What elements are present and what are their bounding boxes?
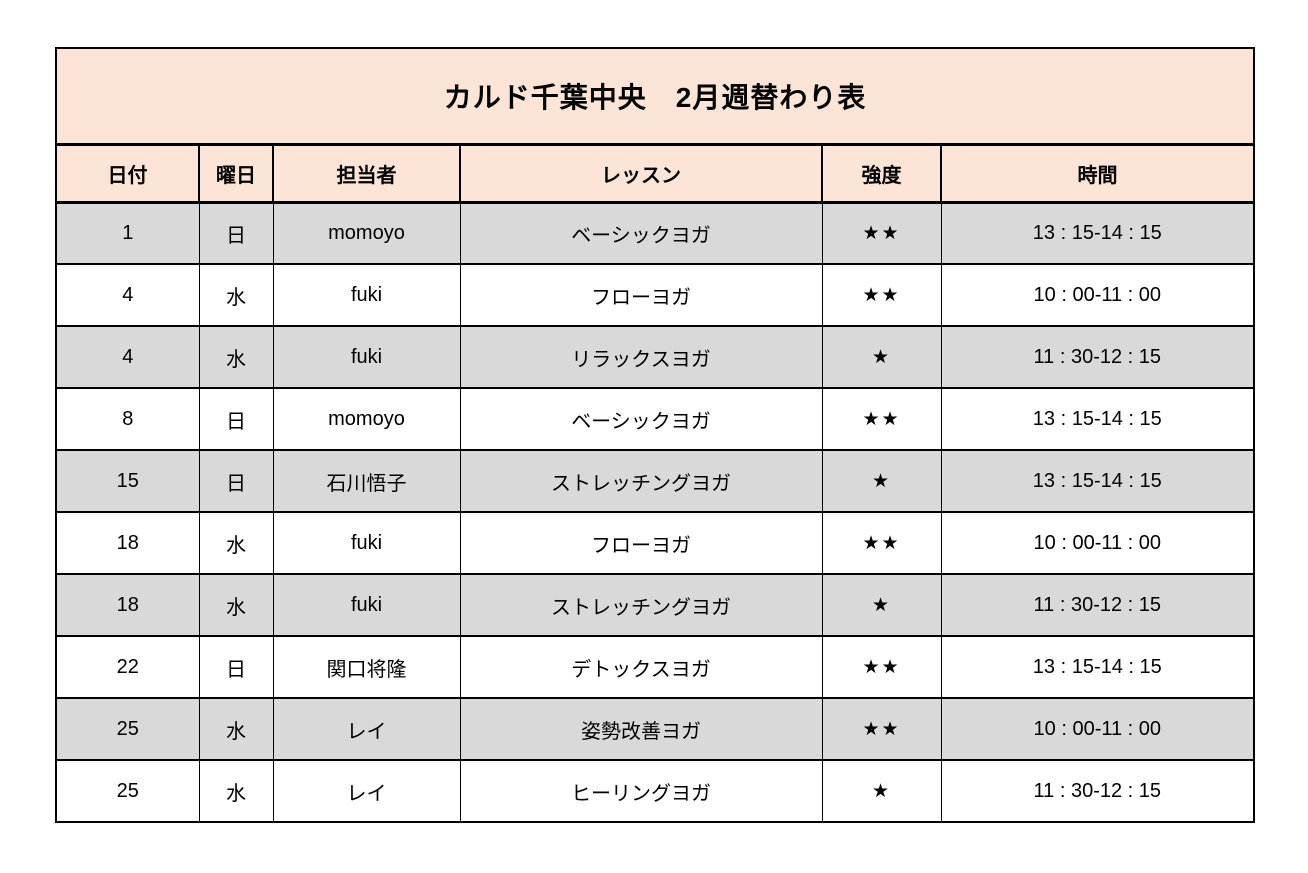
cell-time: 13 : 15-14 : 15 — [940, 387, 1255, 451]
cell-time: 13 : 15-14 : 15 — [940, 635, 1255, 699]
cell-level: ★★ — [821, 201, 942, 265]
schedule-table-body: 1 日 momoyo ベーシックヨガ ★★ 13 : 15-14 : 15 4 … — [55, 201, 1255, 823]
cell-lesson: ストレッチングヨガ — [459, 449, 823, 513]
cell-time: 13 : 15-14 : 15 — [940, 449, 1255, 513]
cell-time: 10 : 00-11 : 00 — [940, 697, 1255, 761]
cell-date: 4 — [55, 263, 200, 327]
cell-date: 4 — [55, 325, 200, 389]
schedule-sheet: カルド千葉中央 2月週替わり表 日付 曜日 担当者 レッスン 強度 時間 1 日… — [55, 47, 1256, 823]
cell-level: ★ — [821, 325, 942, 389]
table-title: カルド千葉中央 2月週替わり表 — [55, 47, 1255, 146]
cell-level: ★ — [821, 573, 942, 637]
cell-day: 水 — [198, 263, 274, 327]
cell-lesson: ヒーリングヨガ — [459, 759, 823, 823]
cell-level: ★★ — [821, 263, 942, 327]
cell-time: 11 : 30-12 : 15 — [940, 325, 1255, 389]
column-header-date: 日付 — [55, 143, 200, 204]
cell-date: 1 — [55, 201, 200, 265]
cell-staff: 石川悟子 — [272, 449, 461, 513]
table-row: 4 水 fuki リラックスヨガ ★ 11 : 30-12 : 15 — [55, 325, 1255, 389]
table-row: 8 日 momoyo ベーシックヨガ ★★ 13 : 15-14 : 15 — [55, 387, 1255, 451]
cell-date: 18 — [55, 573, 200, 637]
cell-date: 22 — [55, 635, 200, 699]
schedule-table: カルド千葉中央 2月週替わり表 日付 曜日 担当者 レッスン 強度 時間 1 日… — [55, 47, 1256, 823]
cell-lesson: 姿勢改善ヨガ — [459, 697, 823, 761]
column-header-staff: 担当者 — [272, 143, 461, 204]
cell-staff: fuki — [272, 511, 461, 575]
cell-date: 18 — [55, 511, 200, 575]
cell-level: ★ — [821, 449, 942, 513]
cell-level: ★★ — [821, 635, 942, 699]
cell-date: 25 — [55, 759, 200, 823]
cell-level: ★ — [821, 759, 942, 823]
column-header-time: 時間 — [939, 143, 1256, 204]
table-title-row: カルド千葉中央 2月週替わり表 — [55, 47, 1255, 146]
cell-time: 11 : 30-12 : 15 — [940, 759, 1255, 823]
cell-time: 10 : 00-11 : 00 — [940, 511, 1255, 575]
cell-day: 日 — [198, 201, 274, 265]
table-row: 22 日 関口将隆 デトックスヨガ ★★ 13 : 15-14 : 15 — [55, 635, 1255, 699]
cell-date: 25 — [55, 697, 200, 761]
cell-level: ★★ — [821, 511, 942, 575]
cell-level: ★★ — [821, 387, 942, 451]
cell-staff: momoyo — [272, 201, 461, 265]
table-row: 15 日 石川悟子 ストレッチングヨガ ★ 13 : 15-14 : 15 — [55, 449, 1255, 513]
cell-date: 8 — [55, 387, 200, 451]
table-header-row: 日付 曜日 担当者 レッスン 強度 時間 — [55, 143, 1256, 204]
column-header-day: 曜日 — [198, 143, 274, 204]
cell-time: 10 : 00-11 : 00 — [940, 263, 1255, 327]
table-row: 25 水 レイ ヒーリングヨガ ★ 11 : 30-12 : 15 — [55, 759, 1255, 823]
table-row: 25 水 レイ 姿勢改善ヨガ ★★ 10 : 00-11 : 00 — [55, 697, 1255, 761]
table-row: 1 日 momoyo ベーシックヨガ ★★ 13 : 15-14 : 15 — [55, 201, 1255, 265]
cell-date: 15 — [55, 449, 200, 513]
cell-lesson: ベーシックヨガ — [459, 387, 823, 451]
cell-staff: fuki — [272, 263, 461, 327]
cell-lesson: リラックスヨガ — [459, 325, 823, 389]
cell-day: 水 — [198, 759, 274, 823]
table-row: 4 水 fuki フローヨガ ★★ 10 : 00-11 : 00 — [55, 263, 1255, 327]
cell-day: 水 — [198, 511, 274, 575]
cell-staff: レイ — [272, 697, 461, 761]
cell-level: ★★ — [821, 697, 942, 761]
cell-staff: レイ — [272, 759, 461, 823]
cell-day: 日 — [198, 449, 274, 513]
table-row: 18 水 fuki フローヨガ ★★ 10 : 00-11 : 00 — [55, 511, 1255, 575]
cell-day: 水 — [198, 325, 274, 389]
cell-staff: fuki — [272, 573, 461, 637]
cell-time: 11 : 30-12 : 15 — [940, 573, 1255, 637]
column-header-level: 強度 — [821, 143, 942, 204]
cell-lesson: ストレッチングヨガ — [459, 573, 823, 637]
table-row: 18 水 fuki ストレッチングヨガ ★ 11 : 30-12 : 15 — [55, 573, 1255, 637]
cell-staff: momoyo — [272, 387, 461, 451]
cell-staff: fuki — [272, 325, 461, 389]
cell-day: 日 — [198, 387, 274, 451]
cell-day: 水 — [198, 573, 274, 637]
cell-lesson: ベーシックヨガ — [459, 201, 823, 265]
cell-staff: 関口将隆 — [272, 635, 461, 699]
cell-day: 日 — [198, 635, 274, 699]
cell-day: 水 — [198, 697, 274, 761]
column-header-lesson: レッスン — [459, 143, 823, 204]
cell-time: 13 : 15-14 : 15 — [940, 201, 1255, 265]
cell-lesson: デトックスヨガ — [459, 635, 823, 699]
cell-lesson: フローヨガ — [459, 263, 823, 327]
cell-lesson: フローヨガ — [459, 511, 823, 575]
